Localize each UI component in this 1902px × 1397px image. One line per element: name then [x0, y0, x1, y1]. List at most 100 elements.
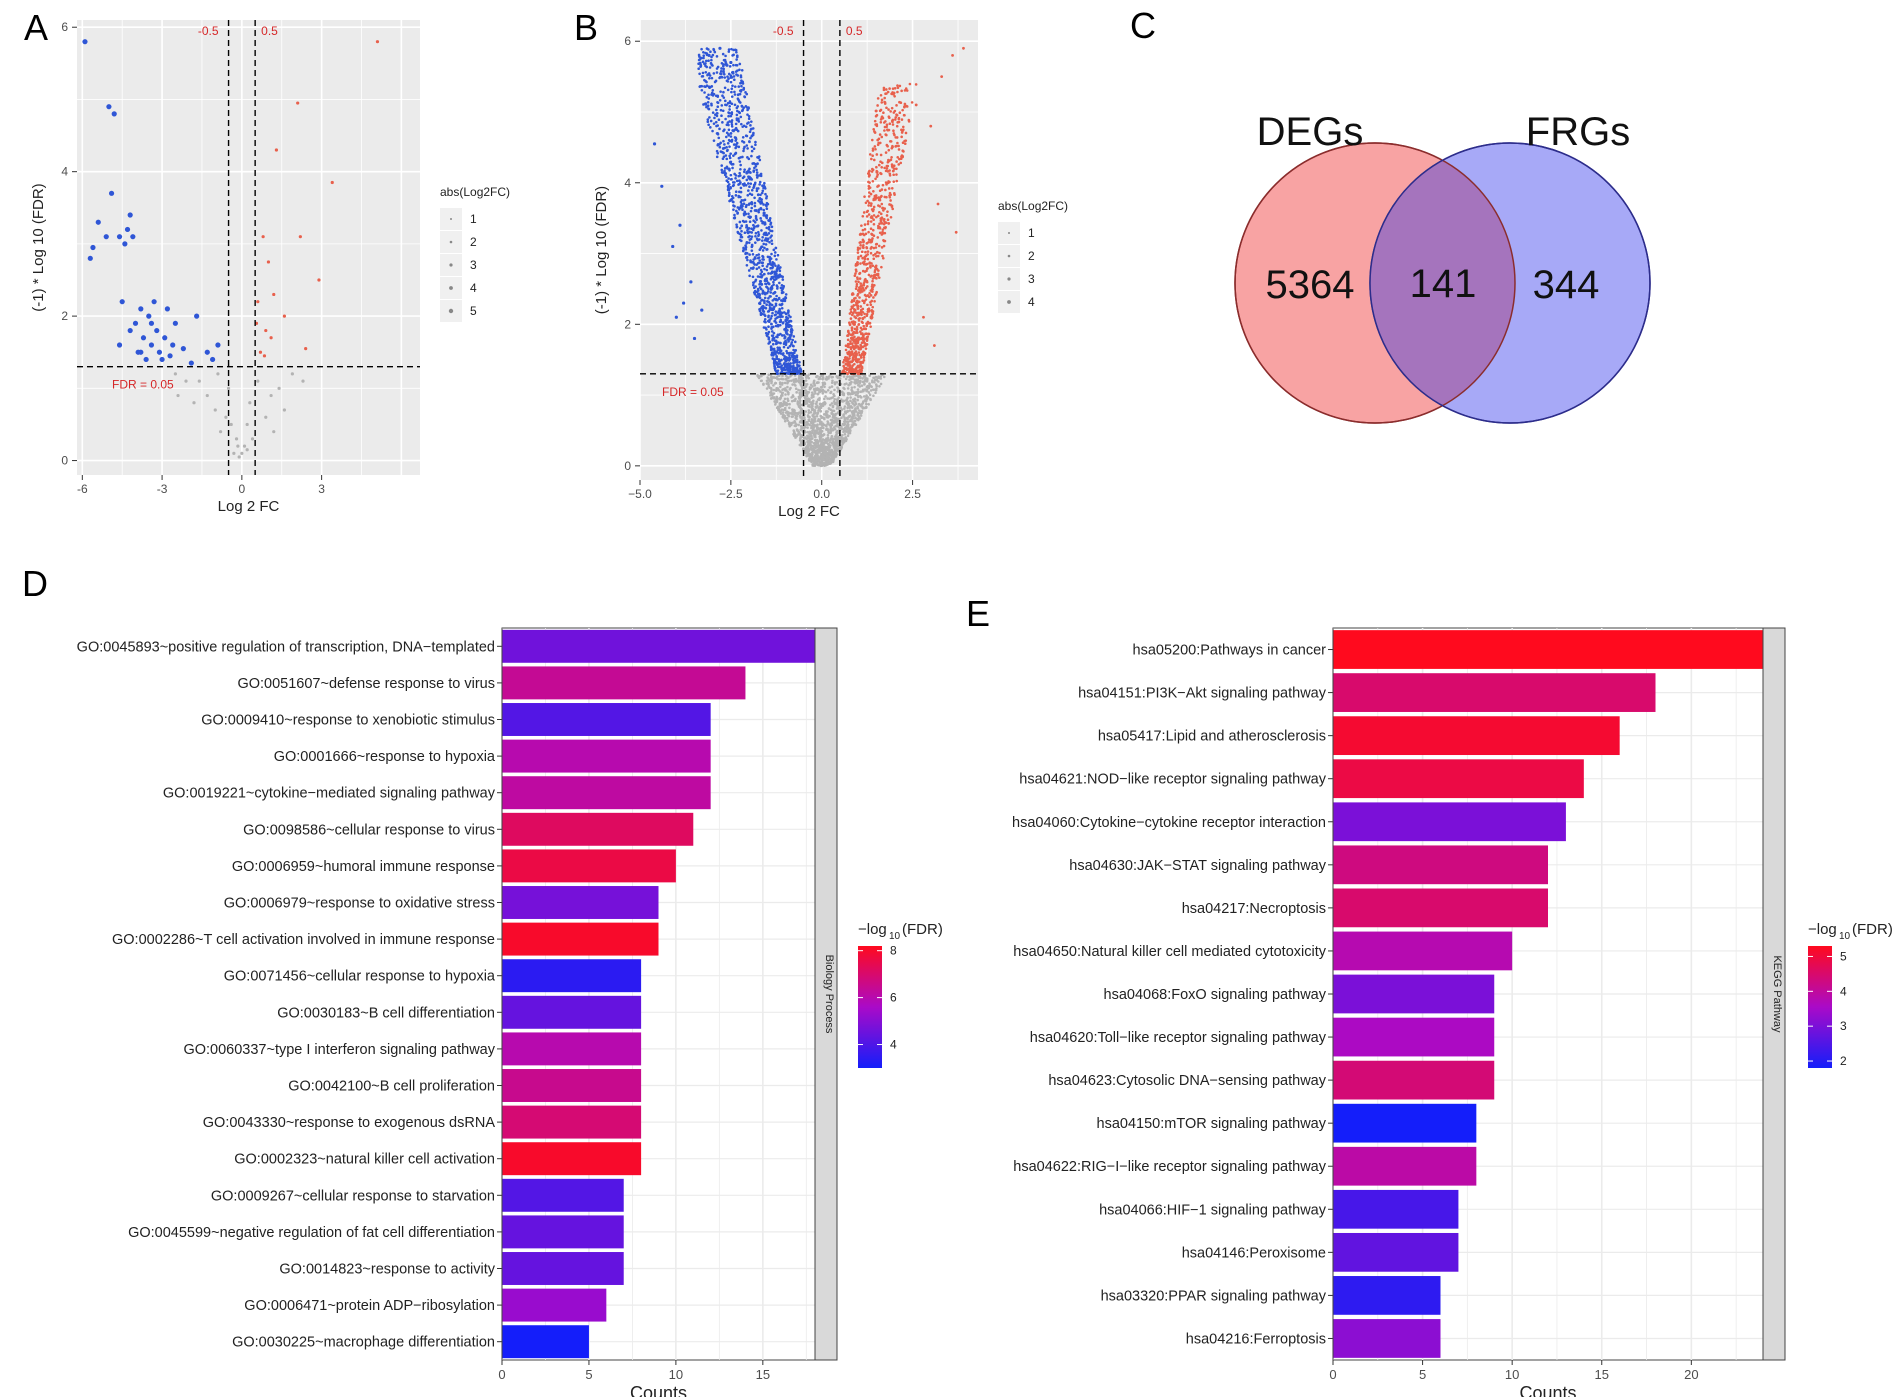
down-point	[709, 119, 713, 123]
y-tick-label: 4	[624, 176, 631, 190]
up-point	[894, 116, 898, 119]
up-point	[857, 336, 861, 340]
down-point	[771, 357, 775, 360]
ns-point	[827, 377, 830, 380]
down-point	[725, 146, 728, 149]
ns-point	[853, 409, 856, 413]
ns-point	[809, 383, 813, 387]
up-point	[893, 86, 897, 90]
down-point	[776, 323, 780, 327]
up-point	[875, 254, 878, 258]
down-point	[710, 58, 713, 62]
up-point	[854, 280, 858, 283]
ns-point	[835, 431, 838, 434]
down-point	[757, 234, 760, 238]
down-point	[775, 316, 779, 319]
down-point	[772, 280, 775, 284]
down-point	[722, 96, 726, 99]
down-point	[727, 50, 731, 53]
x-tick-label: -6	[77, 482, 88, 496]
up-point	[873, 284, 876, 287]
up-point	[896, 84, 899, 87]
ns-point	[794, 387, 798, 391]
up-point	[881, 183, 885, 187]
down-point	[723, 99, 727, 103]
down-point	[785, 356, 788, 359]
y-tick-label: 0	[624, 459, 631, 473]
panel-label-a: A	[24, 7, 48, 48]
down-point	[765, 282, 768, 286]
up-point	[900, 89, 903, 93]
down-point	[758, 302, 762, 306]
up-point	[851, 321, 855, 325]
ns-point	[825, 415, 828, 419]
up-point	[899, 101, 903, 105]
ns-point	[784, 393, 787, 396]
down-point	[755, 267, 759, 271]
legend-key-dot	[1007, 300, 1011, 304]
down-point	[148, 320, 155, 326]
down-point	[748, 274, 751, 278]
ns-point	[770, 380, 773, 383]
down-point	[799, 368, 803, 371]
up-point	[905, 105, 909, 108]
up-point	[869, 251, 873, 255]
ns-point	[799, 403, 803, 407]
down-point	[739, 74, 743, 77]
ns-point	[827, 462, 831, 465]
down-point	[778, 269, 782, 273]
ns-point	[865, 389, 868, 393]
x-axis-title: Log 2 FC	[218, 498, 280, 515]
up-point	[903, 142, 907, 146]
down-point	[776, 253, 780, 257]
ns-point	[855, 378, 858, 382]
up-point	[903, 89, 907, 92]
down-point	[778, 346, 781, 350]
down-point	[714, 113, 717, 116]
down-point	[767, 336, 771, 339]
up-point	[875, 165, 878, 169]
down-point	[729, 135, 733, 138]
down-point	[710, 55, 713, 59]
ns-point	[788, 421, 791, 424]
down-point	[724, 172, 728, 175]
up-point	[867, 175, 871, 178]
up-point	[858, 369, 861, 372]
up-point	[867, 230, 870, 234]
ns-point	[862, 389, 865, 393]
down-point	[771, 325, 775, 329]
ns-point	[865, 395, 868, 399]
up-point	[878, 231, 882, 235]
ns-point	[808, 442, 812, 445]
down-point	[740, 206, 743, 209]
colorbar-subscript: 10	[889, 931, 901, 942]
down-point	[729, 186, 732, 190]
down-point	[727, 123, 730, 127]
down-point	[747, 241, 751, 244]
ns-point	[822, 413, 826, 416]
down-point	[777, 358, 781, 361]
down-point	[772, 305, 776, 309]
down-point	[779, 315, 782, 319]
up-point	[871, 264, 875, 268]
ns-point	[831, 459, 834, 463]
up-point	[932, 344, 936, 347]
ns-point	[804, 373, 807, 377]
up-point	[885, 88, 888, 91]
up-point	[873, 293, 877, 297]
down-point	[758, 183, 761, 186]
down-point	[755, 253, 758, 257]
ns-point	[860, 384, 864, 387]
ns-point	[810, 420, 814, 424]
down-point	[759, 311, 763, 315]
ns-point	[845, 402, 848, 405]
down-point	[749, 209, 753, 213]
down-point	[767, 219, 771, 223]
down-point	[723, 167, 727, 170]
bar	[1333, 1103, 1477, 1143]
ns-point	[819, 432, 823, 435]
down-point	[767, 227, 771, 231]
up-point	[850, 299, 854, 302]
down-point	[709, 61, 713, 65]
up-point	[886, 144, 889, 148]
